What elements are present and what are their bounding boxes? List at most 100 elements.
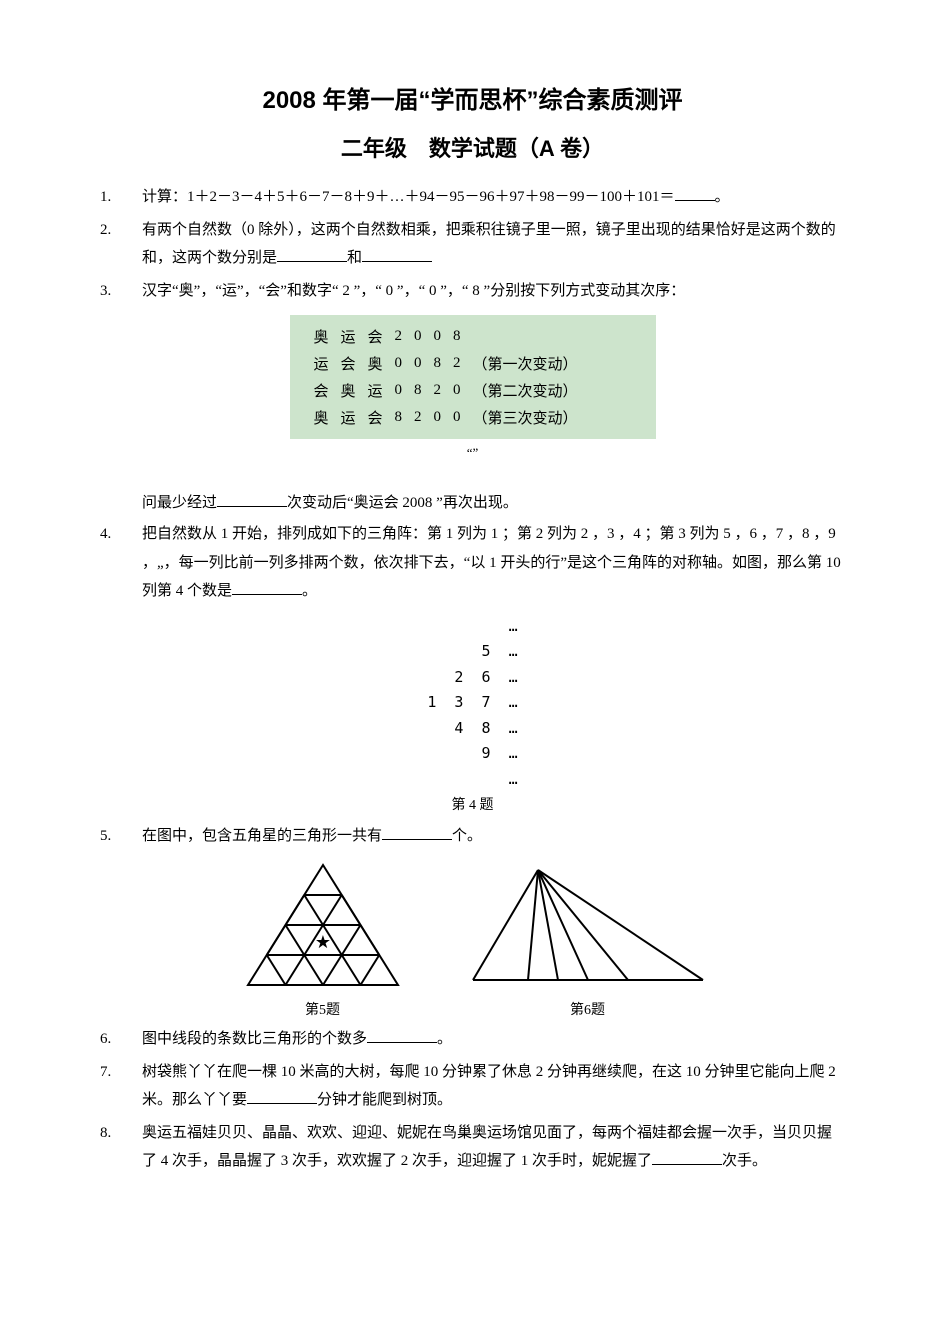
answer-blank[interactable] [232, 579, 302, 595]
q4-text-b: 。 [302, 583, 317, 599]
cell: 0 [408, 323, 428, 350]
answer-blank[interactable] [247, 1088, 317, 1104]
q3-table-inner: 奥 运 会 2 0 0 8 运 会 奥 0 0 8 2 （第一次变动） 会 [308, 323, 584, 431]
cell: 会 [362, 323, 389, 350]
page-title: 2008 年第一届“学而思杯”综合素质测评 [100, 80, 845, 115]
question-body: 图中线段的条数比三角形的个数多 。 [142, 1025, 845, 1054]
q4-row: 1 3 7 … [373, 690, 573, 716]
question-5: 5. 在图中，包含五角星的三角形一共有 个。 [100, 822, 845, 851]
answer-blank[interactable] [652, 1149, 722, 1165]
q2-mid: 和 [347, 250, 362, 266]
question-number: 4. [100, 520, 142, 606]
cell: 8 [389, 404, 409, 431]
q7-text-b: 分钟才能爬到树顶。 [317, 1092, 452, 1108]
q5-text-a: 在图中，包含五角星的三角形一共有 [142, 828, 382, 844]
q8-text-b: 次手。 [722, 1153, 767, 1169]
question-body: 汉字“奥”，“运”，“会”和数字“ 2 ”，“ 0 ”，“ 0 ”，“ 8 ”分… [142, 277, 845, 306]
q3-intro: 汉字“奥”，“运”，“会”和数字“ 2 ”，“ 0 ”，“ 0 ”，“ 8 ”分… [142, 283, 685, 299]
question-number: 2. [100, 216, 142, 273]
q4-row: 5 … [373, 639, 573, 665]
question-list-2: 4. 把自然数从 1 开始，排列成如下的三角阵：第 1 列为 1 ；第 2 列为… [100, 520, 845, 606]
q3-table: 奥 运 会 2 0 0 8 运 会 奥 0 0 8 2 （第一次变动） 会 [290, 315, 656, 439]
question-number: 7. [100, 1058, 142, 1115]
answer-blank[interactable] [217, 491, 287, 507]
figure-6-caption: 第6题 [468, 999, 708, 1019]
cell: 0 [389, 377, 409, 404]
question-list-3: 5. 在图中，包含五角星的三角形一共有 个。 [100, 822, 845, 851]
question-6: 6. 图中线段的条数比三角形的个数多 。 [100, 1025, 845, 1054]
question-number: 6. [100, 1025, 142, 1054]
q5-text-b: 个。 [452, 828, 482, 844]
cell: 0 [447, 377, 467, 404]
question-body: 在图中，包含五角星的三角形一共有 个。 [142, 822, 845, 851]
question-number: 5. [100, 822, 142, 851]
question-body: 有两个自然数（0 除外），这两个自然数相乘，把乘积往镜子里一照，镜子里出现的结果… [142, 216, 845, 273]
cell-note: （第二次变动） [467, 377, 584, 404]
table-row: 运 会 奥 0 0 8 2 （第一次变动） [308, 350, 584, 377]
answer-blank[interactable] [362, 246, 432, 262]
q4-caption: 第 4 题 [373, 794, 573, 818]
fan-triangle-icon [468, 860, 708, 990]
cell: 运 [362, 377, 389, 404]
q4-row: … [373, 614, 573, 640]
cell: 2 [389, 323, 409, 350]
question-1: 1. 计算：1＋2－3－4＋5＋6－7－8＋9＋…＋94－95－96＋97＋98… [100, 183, 845, 212]
answer-blank[interactable] [367, 1027, 437, 1043]
q6-text-b: 。 [437, 1031, 452, 1047]
q3-question-a: 问最少经过 [142, 495, 217, 511]
figures-5-6: ★ 第5题 第6题 [100, 860, 845, 1019]
cell-note: （第一次变动） [467, 350, 584, 377]
cell: 会 [362, 404, 389, 431]
cell: 0 [428, 323, 448, 350]
question-4: 4. 把自然数从 1 开始，排列成如下的三角阵：第 1 列为 1 ；第 2 列为… [100, 520, 845, 606]
question-list: 1. 计算：1＋2－3－4＋5＋6－7－8＋9＋…＋94－95－96＋97＋98… [100, 183, 845, 305]
table-row: 会 奥 运 0 8 2 0 （第二次变动） [308, 377, 584, 404]
page-subtitle: 二年级 数学试题（A 卷） [100, 131, 845, 163]
cell: 运 [308, 350, 335, 377]
cell: 奥 [308, 323, 335, 350]
cell: 会 [308, 377, 335, 404]
q4-row: … [373, 767, 573, 793]
cell: 8 [408, 377, 428, 404]
q3-ellipsis: “” [100, 445, 845, 461]
q2-text-a: 有两个自然数（0 除外），这两个自然数相乘，把乘积往镜子里一照，镜子里出现的结果… [142, 222, 836, 267]
question-number: 1. [100, 183, 142, 212]
page-root: 2008 年第一届“学而思杯”综合素质测评 二年级 数学试题（A 卷） 1. 计… [0, 0, 945, 1240]
question-number: 8. [100, 1119, 142, 1176]
cell: 0 [408, 350, 428, 377]
q6-text-a: 图中线段的条数比三角形的个数多 [142, 1031, 367, 1047]
answer-blank[interactable] [675, 185, 715, 201]
cell: 8 [447, 323, 467, 350]
q4-row: 2 6 … [373, 665, 573, 691]
question-body: 树袋熊丫丫在爬一棵 10 米高的大树，每爬 10 分钟累了休息 2 分钟再继续爬… [142, 1058, 845, 1115]
cell: 2 [408, 404, 428, 431]
answer-blank[interactable] [277, 246, 347, 262]
q4-figure: … 5 … 2 6 … 1 3 7 … 4 8 … 9 … … 第 4 题 [373, 614, 573, 818]
cell: 奥 [335, 377, 362, 404]
cell: 会 [335, 350, 362, 377]
q3-question-b: 次变动后“奥运会 2008 ”再次出现。 [287, 495, 518, 511]
cell: 2 [428, 377, 448, 404]
figure-6: 第6题 [468, 860, 708, 1019]
table-row: 奥 运 会 8 2 0 0 （第三次变动） [308, 404, 584, 431]
figure-5-caption: 第5题 [238, 999, 408, 1019]
triangle-grid-icon: ★ [238, 860, 408, 990]
question-body: 奥运五福娃贝贝、晶晶、欢欢、迎迎、妮妮在鸟巢奥运场馆见面了，每两个福娃都会握一次… [142, 1119, 845, 1176]
cell: 0 [389, 350, 409, 377]
cell: 运 [335, 323, 362, 350]
answer-blank[interactable] [382, 824, 452, 840]
q3-question-line: 问最少经过 次变动后“奥运会 2008 ”再次出现。 [142, 491, 845, 512]
cell: 2 [447, 350, 467, 377]
cell: 奥 [362, 350, 389, 377]
question-7: 7. 树袋熊丫丫在爬一棵 10 米高的大树，每爬 10 分钟累了休息 2 分钟再… [100, 1058, 845, 1115]
cell: 运 [335, 404, 362, 431]
table-row: 奥 运 会 2 0 0 8 [308, 323, 584, 350]
cell: 0 [447, 404, 467, 431]
question-body: 计算：1＋2－3－4＋5＋6－7－8＋9＋…＋94－95－96＋97＋98－99… [142, 183, 845, 212]
cell-note: （第三次变动） [467, 404, 584, 431]
question-list-4: 6. 图中线段的条数比三角形的个数多 。 7. 树袋熊丫丫在爬一棵 10 米高的大… [100, 1025, 845, 1176]
question-body: 把自然数从 1 开始，排列成如下的三角阵：第 1 列为 1 ；第 2 列为 2 … [142, 520, 845, 606]
q1-text-after: 。 [715, 189, 730, 205]
figure-5: ★ 第5题 [238, 860, 408, 1019]
cell: 0 [428, 404, 448, 431]
